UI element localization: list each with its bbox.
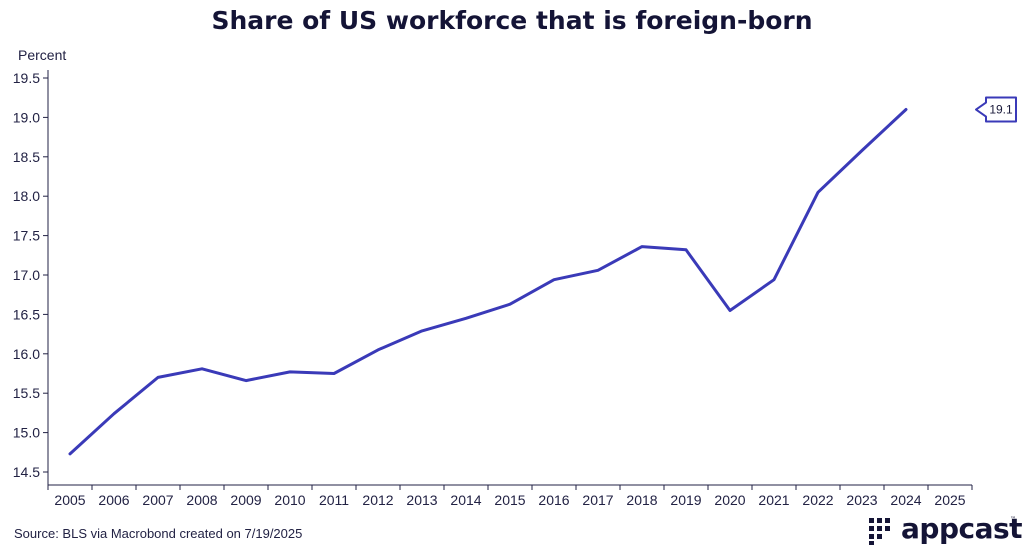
x-tick-label: 2013	[406, 492, 437, 508]
y-axis-title: Percent	[18, 47, 66, 63]
x-tick-label: 2021	[758, 492, 789, 508]
x-tick-label: 2007	[142, 492, 173, 508]
y-tick-label: 15.0	[13, 425, 40, 441]
x-tick-label: 2014	[450, 492, 481, 508]
logo-text: appcast	[901, 512, 1023, 545]
appcast-logo: appcast ™	[868, 512, 1023, 550]
x-tick-label: 2009	[230, 492, 261, 508]
appcast-logo-icon	[869, 518, 890, 545]
source-note: Source: BLS via Macrobond created on 7/1…	[14, 526, 303, 541]
last-value-label: 19.1	[989, 103, 1013, 117]
y-tick-label: 17.0	[13, 267, 40, 283]
x-tick-label: 2012	[362, 492, 393, 508]
x-tick-label: 2018	[626, 492, 657, 508]
x-tick-label: 2020	[714, 492, 745, 508]
x-tick-label: 2011	[319, 492, 349, 508]
series-line	[68, 108, 908, 456]
logo-trademark: ™	[1010, 516, 1016, 523]
x-tick-label: 2015	[494, 492, 525, 508]
x-tick-label: 2017	[582, 492, 613, 508]
x-tick-label: 2024	[890, 492, 921, 508]
y-tick-label: 19.5	[13, 70, 40, 86]
x-tick-label: 2022	[802, 492, 833, 508]
x-tick-label: 2005	[54, 492, 85, 508]
chart-title: Share of US workforce that is foreign-bo…	[211, 6, 813, 35]
y-tick-label: 17.5	[13, 228, 40, 244]
last-value-callout	[975, 96, 1017, 123]
x-tick-label: 2008	[186, 492, 217, 508]
x-tick-label: 2023	[846, 492, 877, 508]
x-tick-label: 2016	[538, 492, 569, 508]
x-tick-label: 2025	[934, 492, 965, 508]
x-tick-label: 2006	[98, 492, 129, 508]
x-tick-label: 2019	[670, 492, 701, 508]
y-tick-label: 19.0	[13, 109, 40, 125]
y-tick-label: 16.5	[13, 306, 40, 322]
y-tick-label: 15.5	[13, 385, 40, 401]
y-tick-label: 18.0	[13, 188, 40, 204]
x-tick-label: 2010	[274, 492, 305, 508]
y-tick-label: 18.5	[13, 149, 40, 165]
y-tick-label: 16.0	[13, 346, 40, 362]
y-tick-label: 14.5	[13, 464, 40, 480]
